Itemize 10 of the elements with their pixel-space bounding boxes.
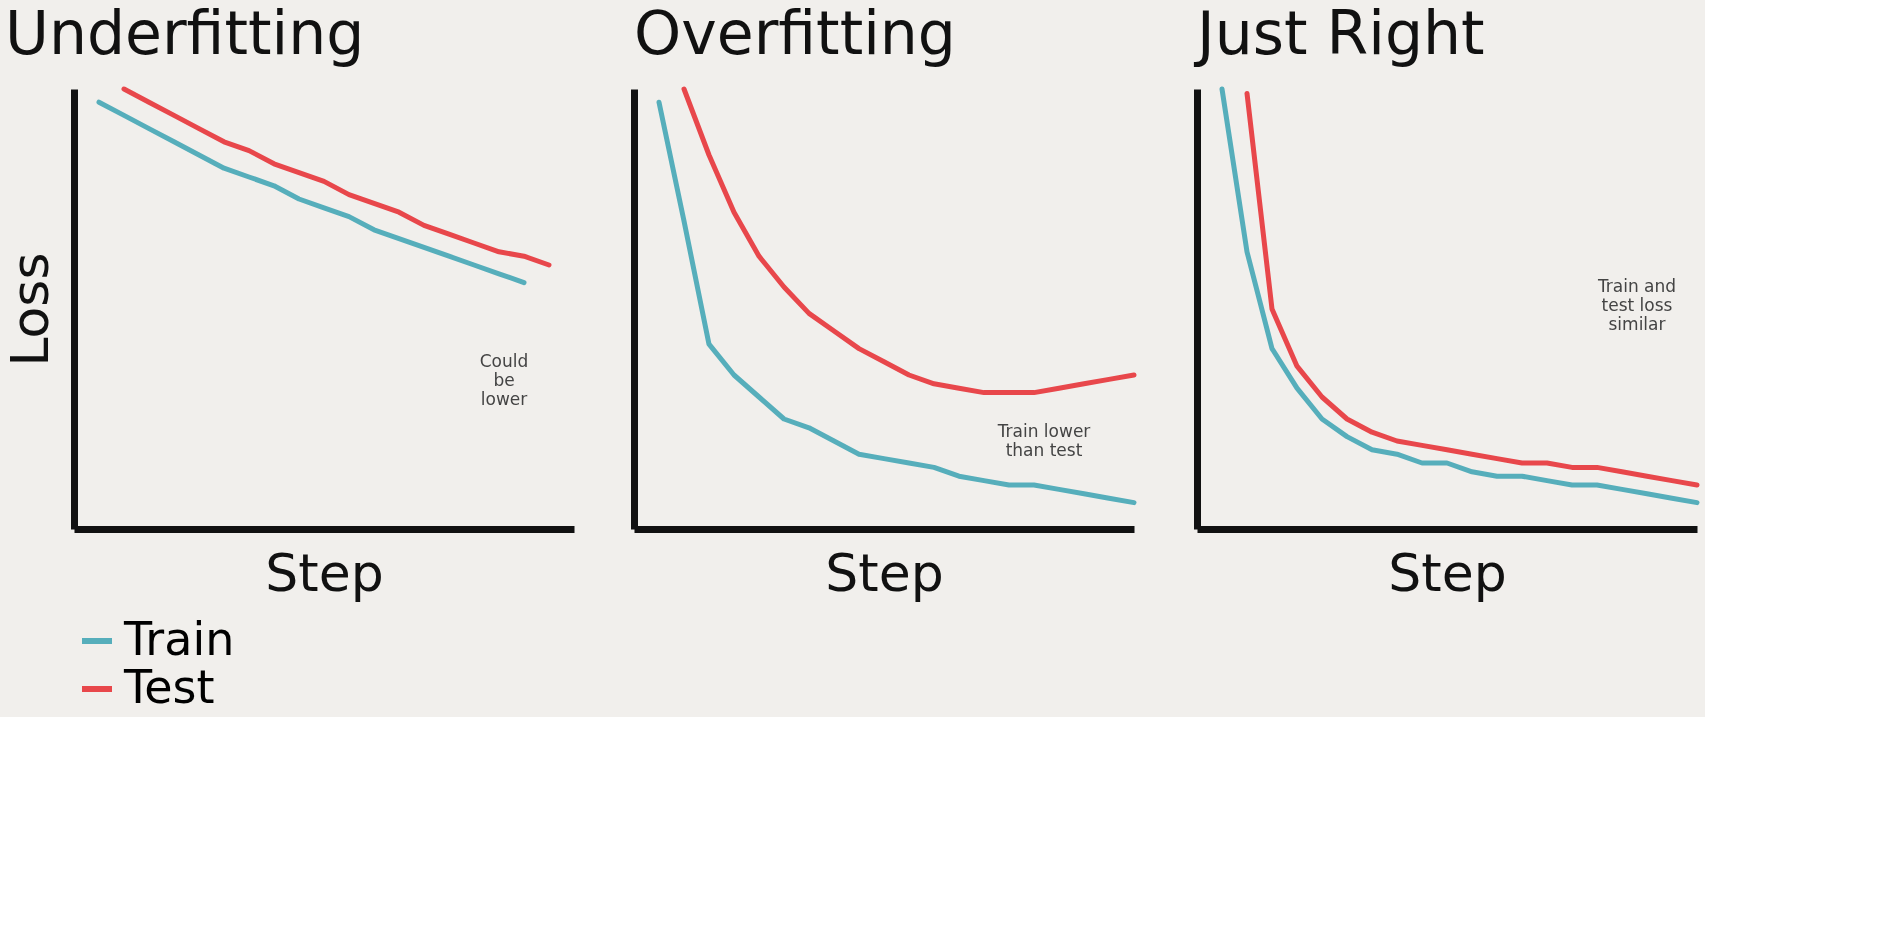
x-axis-title: Step xyxy=(1388,542,1507,603)
annotation: Train lower than test xyxy=(996,421,1091,461)
chart-title: Just Right xyxy=(1193,0,1485,68)
y-axis-title: Loss xyxy=(0,252,60,367)
x-axis-title: Step xyxy=(825,542,944,603)
chart-title: Overfitting xyxy=(634,0,956,68)
chart-title: Underfitting xyxy=(5,0,365,68)
annotation: Could be lower xyxy=(479,350,529,409)
annotation: Train and test loss similar xyxy=(1596,276,1677,334)
x-axis-title: Step xyxy=(265,542,384,603)
